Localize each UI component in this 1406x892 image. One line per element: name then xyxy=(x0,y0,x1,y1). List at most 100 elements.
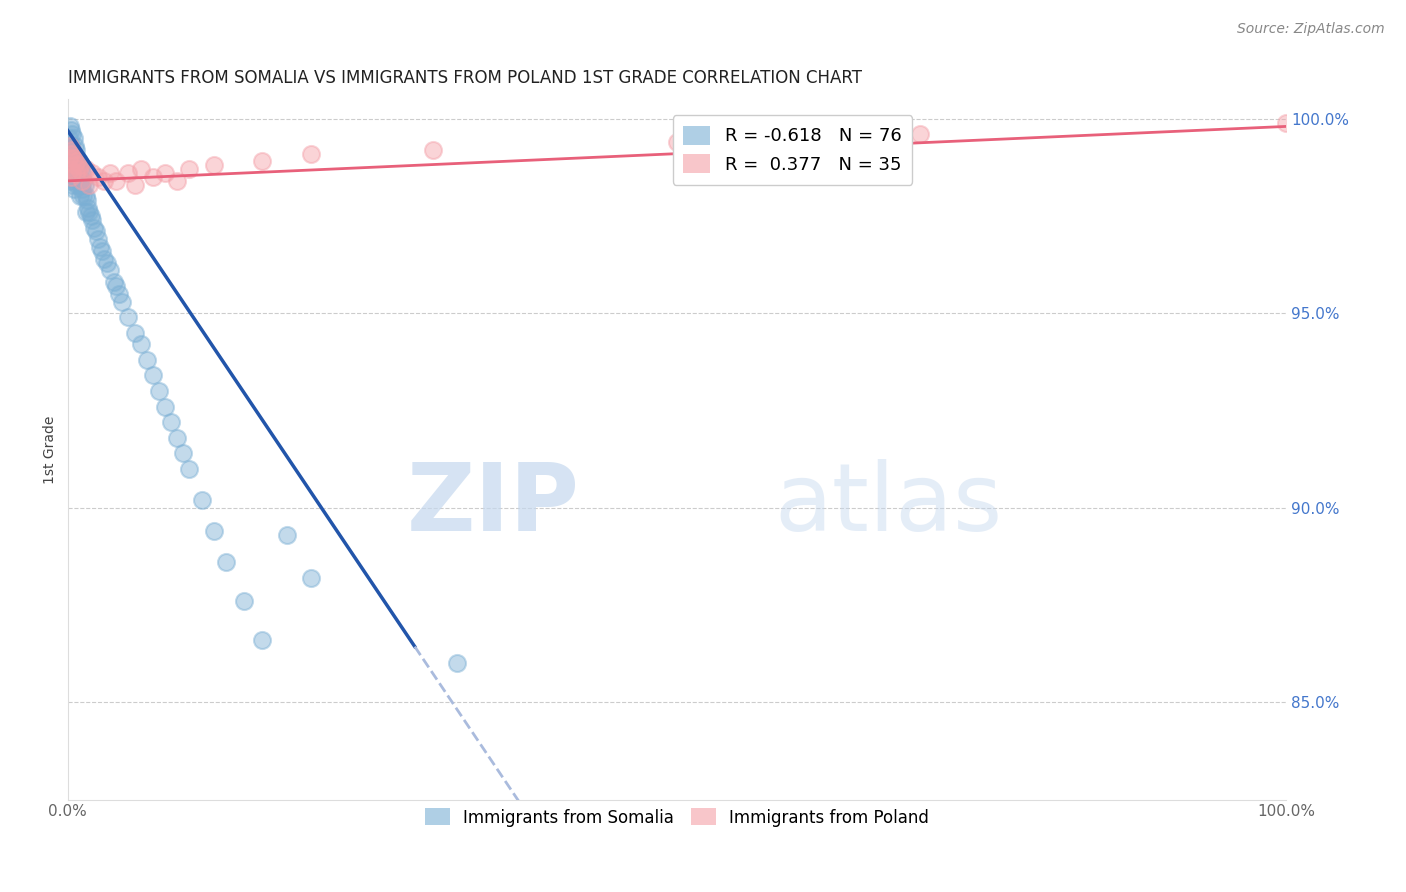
Point xyxy=(153,166,176,180)
Point xyxy=(65,166,87,180)
Point xyxy=(65,143,87,157)
Point xyxy=(84,224,107,238)
Point xyxy=(89,240,111,254)
Point xyxy=(60,154,83,169)
Point xyxy=(59,139,82,153)
Point xyxy=(96,255,118,269)
Point xyxy=(90,244,112,258)
Point xyxy=(83,220,105,235)
Point xyxy=(75,162,97,177)
Point xyxy=(62,166,84,180)
Point xyxy=(79,209,101,223)
Point xyxy=(98,263,121,277)
Point xyxy=(148,384,170,398)
Point xyxy=(62,162,84,177)
Point xyxy=(172,446,194,460)
Point xyxy=(60,174,83,188)
Point xyxy=(67,162,90,177)
Text: ZIP: ZIP xyxy=(406,459,579,551)
Point xyxy=(62,143,84,157)
Point xyxy=(65,158,87,172)
Point xyxy=(62,151,84,165)
Point xyxy=(299,146,322,161)
Point xyxy=(67,154,90,169)
Point xyxy=(105,279,128,293)
Point xyxy=(665,135,688,149)
Point xyxy=(111,294,134,309)
Point xyxy=(80,212,103,227)
Point xyxy=(58,151,80,165)
Point xyxy=(87,232,110,246)
Point xyxy=(65,174,87,188)
Point xyxy=(59,162,82,177)
Point xyxy=(215,555,238,569)
Point xyxy=(60,169,83,184)
Point xyxy=(72,174,94,188)
Point xyxy=(1275,115,1298,129)
Text: IMMIGRANTS FROM SOMALIA VS IMMIGRANTS FROM POLAND 1ST GRADE CORRELATION CHART: IMMIGRANTS FROM SOMALIA VS IMMIGRANTS FR… xyxy=(67,69,862,87)
Point xyxy=(59,158,82,172)
Point xyxy=(142,368,165,383)
Point xyxy=(70,162,93,177)
Point xyxy=(63,169,86,184)
Point xyxy=(75,189,97,203)
Point xyxy=(66,154,89,169)
Point xyxy=(77,201,100,215)
Point xyxy=(179,162,201,177)
Legend: Immigrants from Somalia, Immigrants from Poland: Immigrants from Somalia, Immigrants from… xyxy=(418,802,935,833)
Text: Source: ZipAtlas.com: Source: ZipAtlas.com xyxy=(1237,22,1385,37)
Point xyxy=(58,143,80,157)
Point xyxy=(66,151,89,165)
Point xyxy=(166,174,188,188)
Point xyxy=(135,352,157,367)
Point xyxy=(72,189,94,203)
Point xyxy=(103,275,125,289)
Point xyxy=(124,326,146,340)
Point xyxy=(58,131,80,145)
Point xyxy=(233,594,256,608)
Point xyxy=(69,158,91,172)
Point xyxy=(160,415,183,429)
Point xyxy=(153,400,176,414)
Point xyxy=(62,158,84,172)
Point xyxy=(446,657,468,671)
Y-axis label: 1st Grade: 1st Grade xyxy=(44,415,58,483)
Point xyxy=(70,166,93,180)
Point xyxy=(62,146,84,161)
Point xyxy=(66,178,89,192)
Point xyxy=(117,310,139,324)
Point xyxy=(105,174,128,188)
Point xyxy=(75,205,97,219)
Point xyxy=(202,158,225,172)
Point xyxy=(79,178,101,192)
Point xyxy=(59,120,82,134)
Point xyxy=(73,178,96,192)
Point xyxy=(299,571,322,585)
Point xyxy=(252,154,274,169)
Point xyxy=(93,174,115,188)
Point xyxy=(107,286,129,301)
Point xyxy=(60,139,83,153)
Point xyxy=(59,139,82,153)
Point xyxy=(98,166,121,180)
Point xyxy=(190,492,212,507)
Point xyxy=(62,127,84,141)
Point xyxy=(63,158,86,172)
Text: atlas: atlas xyxy=(775,459,1002,551)
Point xyxy=(129,162,152,177)
Point xyxy=(80,166,103,180)
Point xyxy=(69,174,91,188)
Point xyxy=(62,178,84,192)
Point xyxy=(62,143,84,157)
Point xyxy=(69,189,91,203)
Point xyxy=(166,431,188,445)
Point xyxy=(202,524,225,538)
Point xyxy=(910,127,932,141)
Point xyxy=(67,169,90,184)
Point xyxy=(129,337,152,351)
Point xyxy=(117,166,139,180)
Point xyxy=(142,169,165,184)
Point xyxy=(252,632,274,647)
Point xyxy=(62,182,84,196)
Point xyxy=(66,162,89,177)
